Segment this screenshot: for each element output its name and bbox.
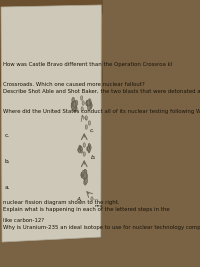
Circle shape (89, 104, 92, 109)
Circle shape (72, 104, 75, 109)
Text: neu: neu (95, 204, 103, 208)
Circle shape (79, 146, 81, 150)
Circle shape (88, 146, 90, 150)
Text: Why is Uranium-235 an ideal isotope to use for nuclear technology compared to so: Why is Uranium-235 an ideal isotope to u… (3, 225, 200, 230)
Circle shape (87, 146, 89, 150)
Text: Where did the United States conduct all of its nuclear testing following World W: Where did the United States conduct all … (3, 109, 200, 114)
Text: Explain what is happening in each of the lettered steps in the: Explain what is happening in each of the… (3, 207, 170, 212)
Circle shape (81, 172, 84, 178)
Circle shape (73, 102, 76, 107)
Circle shape (88, 144, 90, 148)
Circle shape (83, 174, 86, 180)
Circle shape (75, 100, 78, 106)
Circle shape (88, 99, 91, 104)
Circle shape (87, 100, 90, 105)
Circle shape (80, 147, 82, 150)
Circle shape (89, 103, 92, 108)
Circle shape (84, 170, 87, 175)
Circle shape (83, 173, 86, 179)
Circle shape (86, 100, 89, 106)
Polygon shape (1, 5, 101, 242)
Circle shape (88, 101, 91, 107)
Circle shape (71, 103, 74, 108)
Circle shape (79, 149, 81, 153)
Circle shape (80, 147, 82, 151)
Text: How was Castle Bravo different than the Operation Crossroa kl: How was Castle Bravo different than the … (3, 62, 172, 67)
Circle shape (84, 180, 87, 185)
Circle shape (73, 101, 76, 107)
Circle shape (81, 96, 83, 100)
Text: c.: c. (89, 128, 95, 133)
Circle shape (72, 101, 75, 107)
Text: c.: c. (4, 133, 9, 138)
Ellipse shape (52, 7, 114, 67)
Circle shape (78, 148, 80, 152)
Text: A.: A. (76, 197, 82, 202)
Circle shape (88, 149, 90, 153)
Circle shape (88, 144, 90, 148)
Polygon shape (0, 0, 103, 87)
Circle shape (87, 101, 90, 107)
Circle shape (83, 152, 85, 156)
Circle shape (85, 125, 87, 129)
Circle shape (87, 101, 90, 106)
Circle shape (85, 116, 87, 120)
Circle shape (81, 172, 84, 178)
Circle shape (88, 105, 90, 111)
Circle shape (89, 146, 91, 150)
Text: b.: b. (4, 159, 10, 164)
Text: Describe Shot Able and Shot Baker, the two blasts that were detonated as part of: Describe Shot Able and Shot Baker, the t… (3, 89, 200, 94)
Text: —: — (94, 197, 98, 201)
Circle shape (84, 174, 87, 180)
Circle shape (88, 121, 91, 125)
Circle shape (81, 107, 83, 111)
Circle shape (85, 178, 88, 183)
Circle shape (89, 101, 91, 107)
Circle shape (80, 147, 82, 151)
Circle shape (79, 145, 81, 149)
Circle shape (86, 100, 89, 106)
Circle shape (73, 104, 76, 110)
Circle shape (71, 101, 74, 107)
Text: Crossroads. Which one caused more nuclear fallout?: Crossroads. Which one caused more nuclea… (3, 82, 145, 87)
Circle shape (81, 172, 84, 178)
Text: like carbon-12?: like carbon-12? (3, 218, 44, 223)
Circle shape (74, 106, 77, 111)
Circle shape (85, 174, 88, 179)
Circle shape (71, 103, 74, 109)
Circle shape (83, 174, 86, 179)
Circle shape (72, 97, 75, 103)
Text: a.: a. (4, 185, 10, 190)
Circle shape (82, 170, 85, 176)
Circle shape (87, 147, 89, 151)
Circle shape (84, 173, 87, 178)
Circle shape (81, 172, 84, 178)
Text: b.: b. (90, 155, 96, 160)
Circle shape (83, 172, 86, 178)
Text: nuclear fission diagram shown to the right.: nuclear fission diagram shown to the rig… (3, 200, 120, 205)
Circle shape (80, 149, 83, 153)
Circle shape (82, 101, 84, 105)
Circle shape (88, 148, 90, 152)
Circle shape (87, 102, 90, 107)
Circle shape (91, 197, 93, 201)
Circle shape (72, 102, 75, 108)
Circle shape (73, 106, 75, 112)
Circle shape (88, 147, 90, 151)
Circle shape (84, 169, 86, 175)
Circle shape (83, 143, 85, 147)
Circle shape (79, 148, 81, 152)
